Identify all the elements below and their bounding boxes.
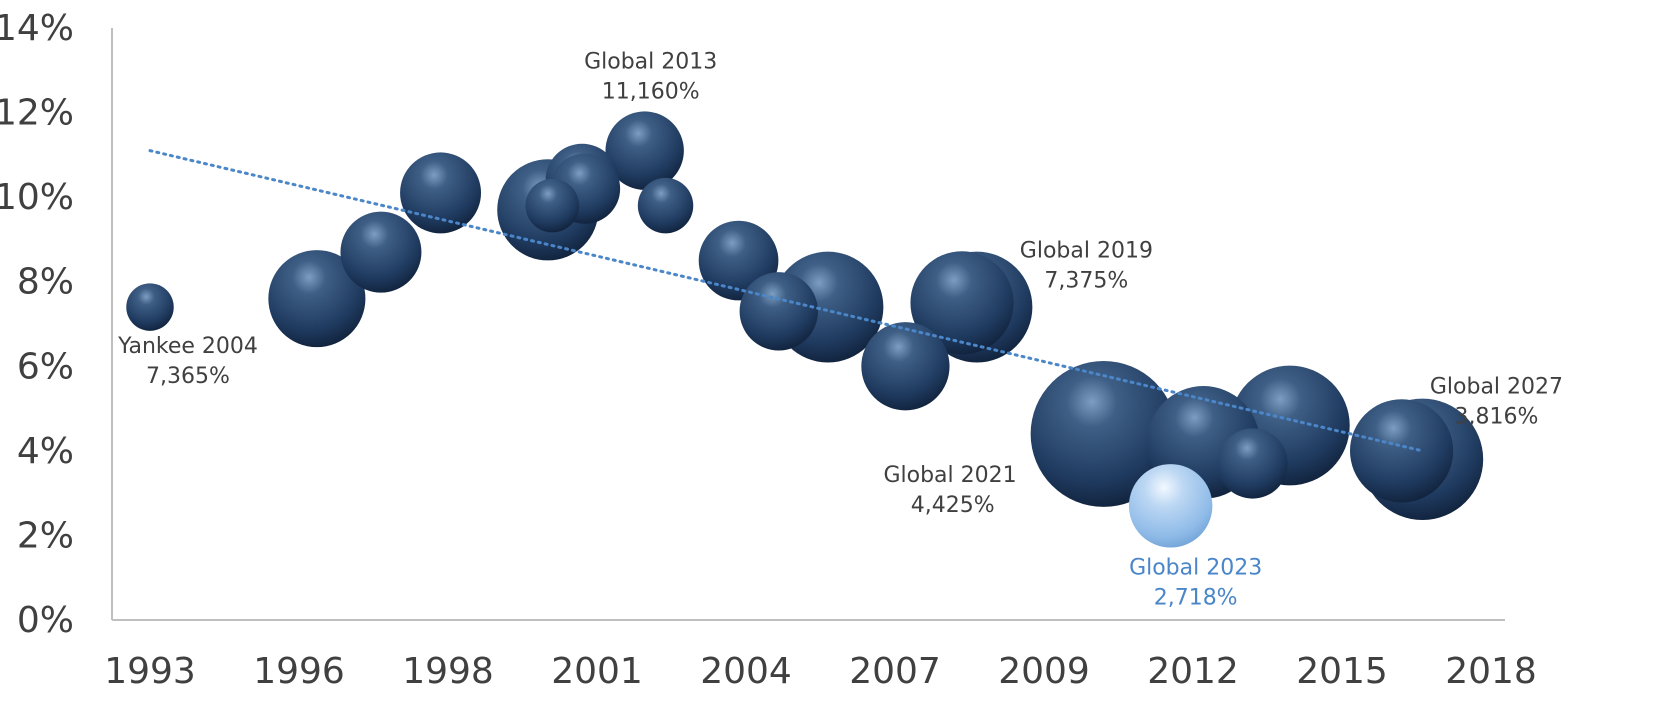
x-tick-labels: 1993 1996 1998 2001 2004 2007 2009 2012 2015 2018 [104,651,1537,692]
annotation-labels: Yankee 2004 7,365%Global 2013 11,160%Globa… [117,49,1563,610]
annotation-value: 11,160% [602,79,700,104]
y-tick-label: 8% [17,262,74,303]
bubble-annotation: Global 2019 7,375% [1020,239,1153,294]
y-tick-label: 4% [17,431,74,472]
y-tick-labels: 0% 2% 4% 6% 8% 10% 12% 14% [0,8,74,641]
trendline-group [148,149,1424,453]
annotation-name: Global 2019 [1020,239,1153,264]
annotation-value: 7,375% [1044,269,1128,294]
bubble [1217,428,1288,499]
y-tick-label: 0% [17,600,74,641]
bubble [340,211,422,293]
x-tick-label: 2012 [1147,651,1239,692]
bubble [910,251,1014,355]
bubble [605,111,684,190]
highlight-bubble [1128,464,1213,548]
annotation-value: 3,816% [1455,405,1539,430]
x-tick-label: 2015 [1296,651,1388,692]
annotation-name: Global 2013 [584,49,717,74]
annotation-name: Global 2023 [1129,556,1262,581]
annotation-value: 2,718% [1154,586,1238,611]
annotation-name: Global 2021 [883,463,1016,488]
bubble [126,283,174,331]
x-tick-label: 2009 [998,651,1090,692]
bubble [1030,360,1177,507]
x-tick-label: 2007 [849,651,941,692]
x-tick-label: 2001 [551,651,643,692]
axes [111,28,1505,621]
bubble-annotation: Global 2021 4,425% [883,463,1016,518]
bubble [268,250,366,348]
y-tick-label: 6% [17,346,74,387]
annotation-name: Yankee 2004 [117,334,258,359]
x-tick-label: 1998 [402,651,494,692]
bubble [637,177,694,234]
trendline [148,149,1424,453]
bubble-annotation: Global 2013 11,160% [584,49,717,104]
y-tick-label: 2% [17,515,74,556]
annotation-value: 4,425% [911,493,995,518]
x-tick-label: 1993 [104,651,196,692]
x-tick-label: 2018 [1445,651,1537,692]
y-tick-label: 14% [0,8,74,49]
annotation-value: 7,365% [146,364,230,389]
bubble [400,152,482,234]
bubble-annotation: Global 2027 3,816% [1430,375,1563,430]
y-tick-label: 10% [0,177,74,218]
bubbles [126,111,1484,548]
annotation-name: Global 2027 [1430,375,1563,400]
y-tick-label: 12% [0,93,74,134]
bubble [861,322,950,411]
bubble [739,272,818,351]
bubble [525,178,580,233]
bubble [1350,399,1454,503]
x-tick-label: 1996 [253,651,345,692]
x-tick-label: 2004 [700,651,792,692]
bubble-annotation: Global 2023 2,718% [1129,556,1262,611]
bubble-annotation: Yankee 2004 7,365% [117,334,258,389]
